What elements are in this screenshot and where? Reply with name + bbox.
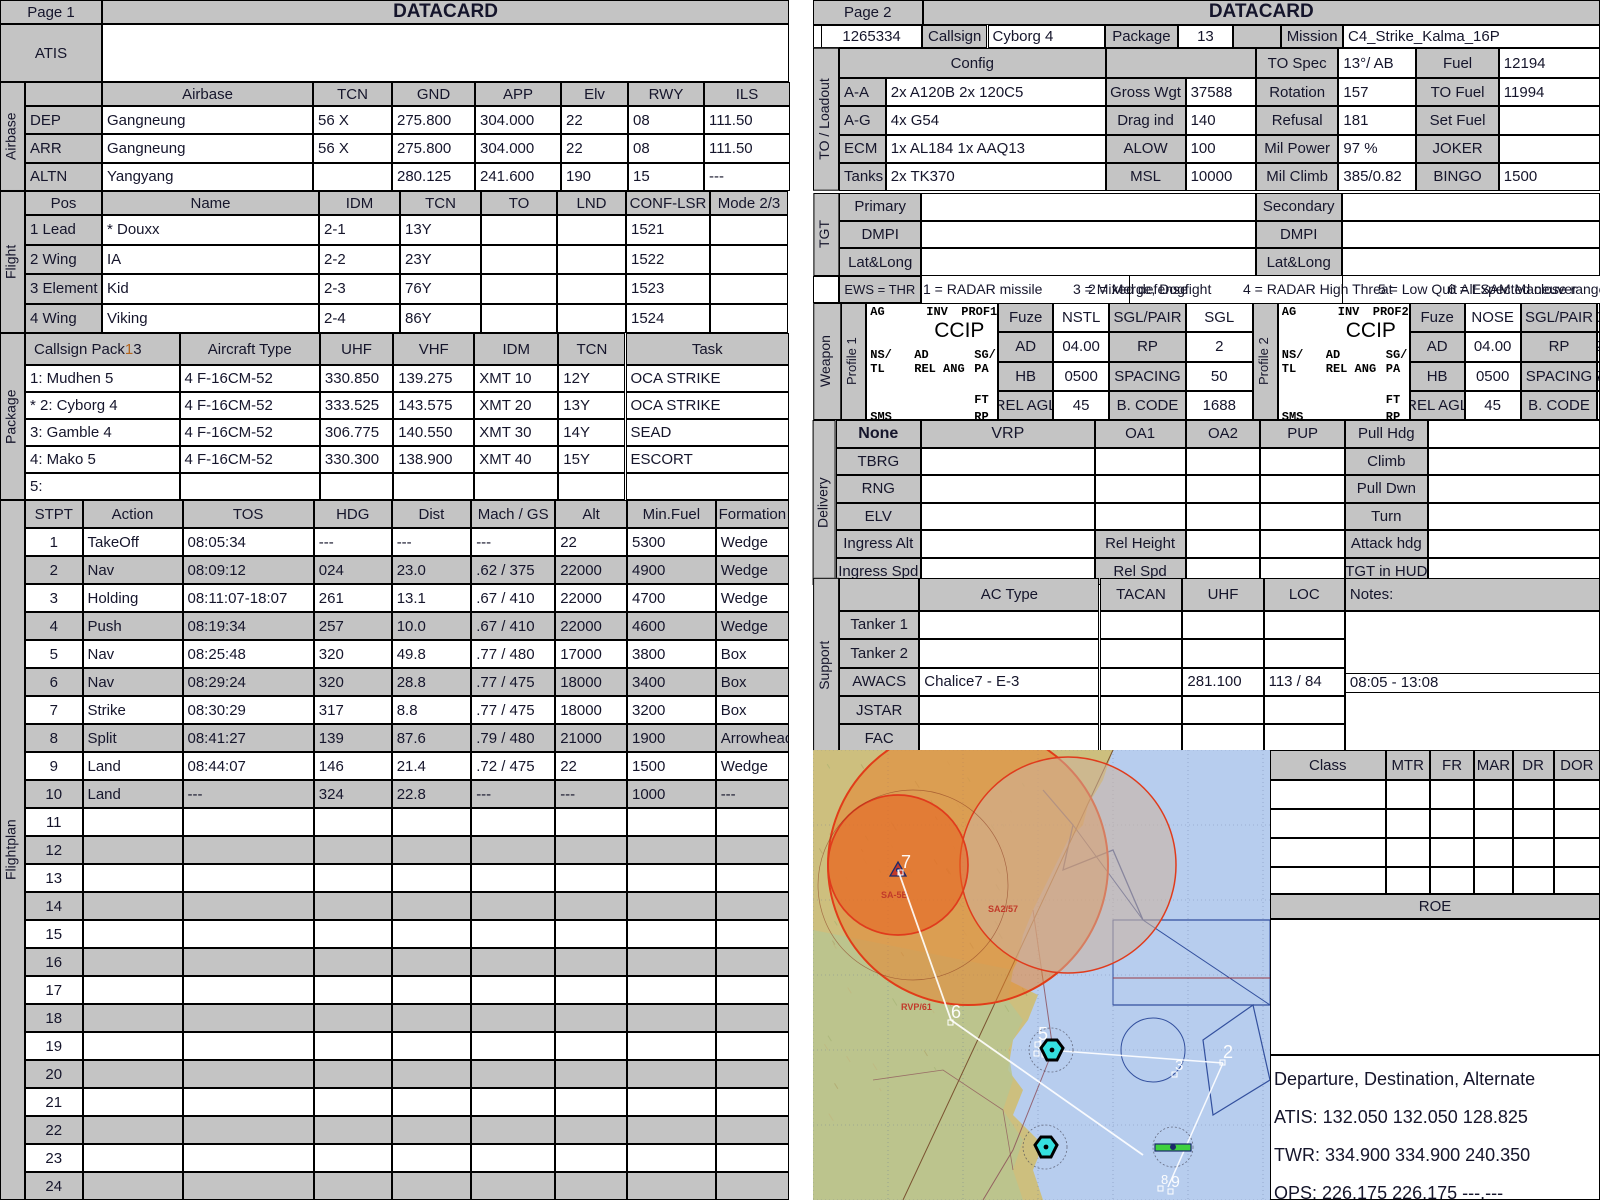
- svg-text:SA2/57: SA2/57: [988, 904, 1018, 914]
- svg-text:2: 2: [1223, 1042, 1233, 1062]
- svg-text:8: 8: [1161, 1172, 1168, 1187]
- svg-text:6: 6: [951, 1002, 961, 1022]
- svg-text:RVP/61: RVP/61: [901, 1002, 932, 1012]
- svg-text:7: 7: [901, 852, 911, 872]
- svg-text:9: 9: [1171, 1174, 1180, 1191]
- svg-text:SA-5B: SA-5B: [881, 890, 909, 900]
- svg-text:3: 3: [1175, 1057, 1183, 1074]
